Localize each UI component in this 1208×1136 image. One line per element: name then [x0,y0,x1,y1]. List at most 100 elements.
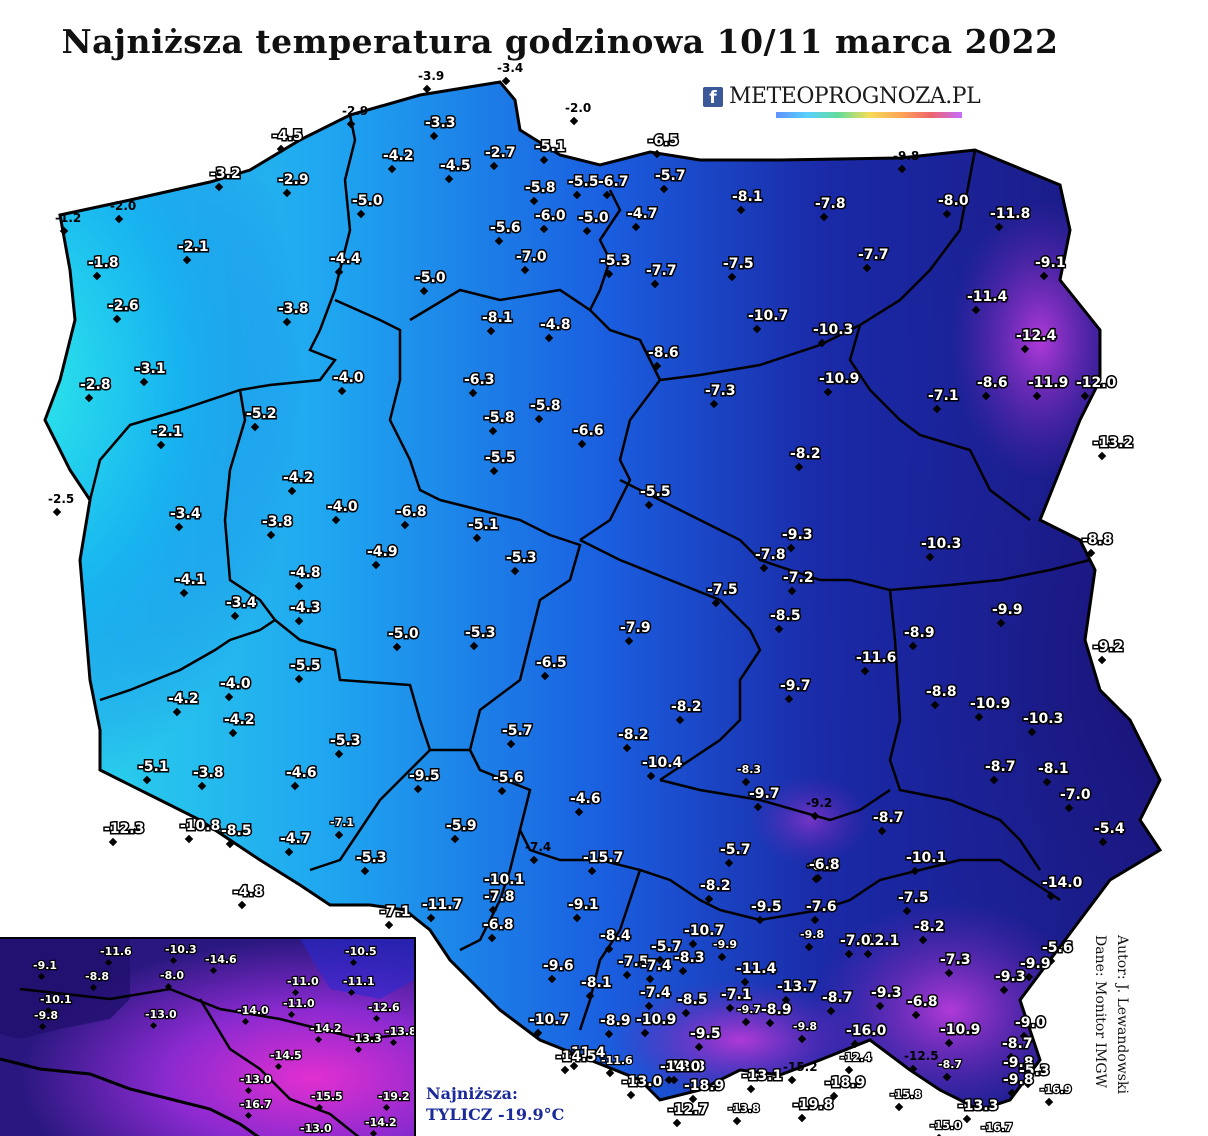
facebook-icon[interactable]: f [703,86,723,108]
station-marker [908,641,918,651]
station-marker [741,1017,751,1027]
inset-temperature-label: -11.0 [287,975,319,988]
station-temperature-label: -12.4 [1016,328,1057,344]
station-temperature-label: -10.4 [642,755,683,771]
station-temperature-label: -4.2 [168,691,199,707]
station-temperature-label: -11.4 [967,289,1008,305]
station-temperature-label: -8.2 [914,919,945,935]
station-temperature-label: -6.7 [598,174,629,190]
station-temperature-label: -15.8 [890,1088,922,1101]
station-temperature-label: -9.8 [793,1020,817,1033]
station-temperature-label: -5.3 [600,253,631,269]
station-marker [214,182,224,192]
station-temperature-label: -14.0 [660,1059,701,1075]
station-temperature-label: -7.0 [1060,787,1091,803]
station-temperature-label: -4.6 [286,765,317,781]
station-marker [688,939,698,949]
station-marker [725,1003,735,1013]
station-marker [1042,777,1052,787]
station-temperature-label: -8.2 [790,446,821,462]
station-marker [844,949,854,959]
station-marker [1007,1088,1017,1098]
station-marker [877,826,887,836]
station-marker [999,985,1009,995]
station-marker [569,116,579,126]
station-marker [626,1090,636,1100]
inset-readings: -11.6 -10.3 -10.5 -9.1 -8.8 -8.0 -14.6 -11.0 -11… [32,942,414,1136]
station-temperature-label: -9.5 [751,899,782,915]
station-marker [237,900,247,910]
station-marker [497,786,507,796]
station-marker [472,533,482,543]
station-temperature-label: -10.7 [529,1012,569,1028]
station-temperature-label: -9.1 [1035,255,1066,271]
station-temperature-label: -5.5 [290,658,321,674]
station-temperature-label: -11.6 [856,650,896,666]
station-temperature-label: -7.2 [783,570,814,586]
station-temperature-label: -15.2 [783,1060,818,1074]
station-temperature-label: -8.5 [770,608,801,624]
station-marker [294,616,304,626]
station-marker [996,618,1006,628]
station-temperature-label: -9.3 [995,969,1026,985]
station-marker [746,1084,756,1094]
station-readings: -3.9 -3.4 -2.0 -2.9 -3.3 -4.5 -6.5 -9.8 -2.7 -5.1… [48,61,1135,1136]
station-temperature-label: -10.7 [684,923,724,939]
station-marker [506,739,516,749]
station-marker [450,834,460,844]
inset-temperature-label: -9.1 [33,959,57,972]
station-marker [664,1075,674,1085]
station-temperature-label: -5.4 [1094,821,1125,837]
inset-temperature-label: -11.0 [283,997,315,1010]
station-marker [1097,451,1107,461]
station-temperature-label: -5.6 [493,770,524,786]
station-temperature-label: -7.4 [525,840,551,854]
lowest-label: Najniższa: [426,1084,518,1103]
station-temperature-label: -8.9 [904,625,935,641]
station-temperature-label: -9.1 [568,897,599,913]
station-marker [908,1064,918,1074]
station-temperature-label: -8.7 [873,810,904,826]
station-marker [765,1018,775,1028]
station-temperature-label: -4.1 [175,572,206,588]
station-temperature-label: -4.2 [383,148,414,164]
station-temperature-label: -12.5 [904,1049,939,1063]
station-marker [1046,956,1056,966]
station-marker [704,894,714,904]
inset-station-marker [104,958,113,967]
station-marker [488,426,498,436]
station-temperature-label: -5.0 [388,626,419,642]
station-marker [646,771,656,781]
station-marker [419,286,429,296]
station-temperature-label: -7.1 [330,816,354,829]
station-marker [282,188,292,198]
station-temperature-label: -5.8 [530,398,561,414]
station-temperature-label: -5.8 [484,410,515,426]
station-marker [360,866,370,876]
station-temperature-label: -9.8 [1003,1072,1034,1088]
station-marker [655,955,665,965]
station-temperature-label: -13.8 [728,1102,760,1115]
station-marker [781,995,791,1005]
inset-station-marker [209,966,218,975]
station-temperature-label: -8.1 [1038,761,1069,777]
station-marker [652,361,662,371]
station-marker [489,161,499,171]
inset-temperature-label: -14.5 [270,1049,302,1062]
station-temperature-label: -12.3 [104,821,144,837]
station-marker [444,174,454,184]
inset-temperature-label: -14.6 [205,953,237,966]
station-marker [1023,1079,1033,1089]
inset-station-marker [89,983,98,992]
station-temperature-label: -8.2 [618,727,649,743]
station-marker [108,837,118,847]
station-marker [371,560,381,570]
station-temperature-label: -5.6 [1042,940,1073,956]
station-temperature-label: -8.4 [600,928,631,944]
station-temperature-label: -7.4 [640,985,671,1001]
station-temperature-label: -7.1 [928,388,959,404]
station-marker [944,968,954,978]
station-temperature-label: -7.1 [721,987,752,1003]
station-temperature-label: -4.3 [290,600,321,616]
